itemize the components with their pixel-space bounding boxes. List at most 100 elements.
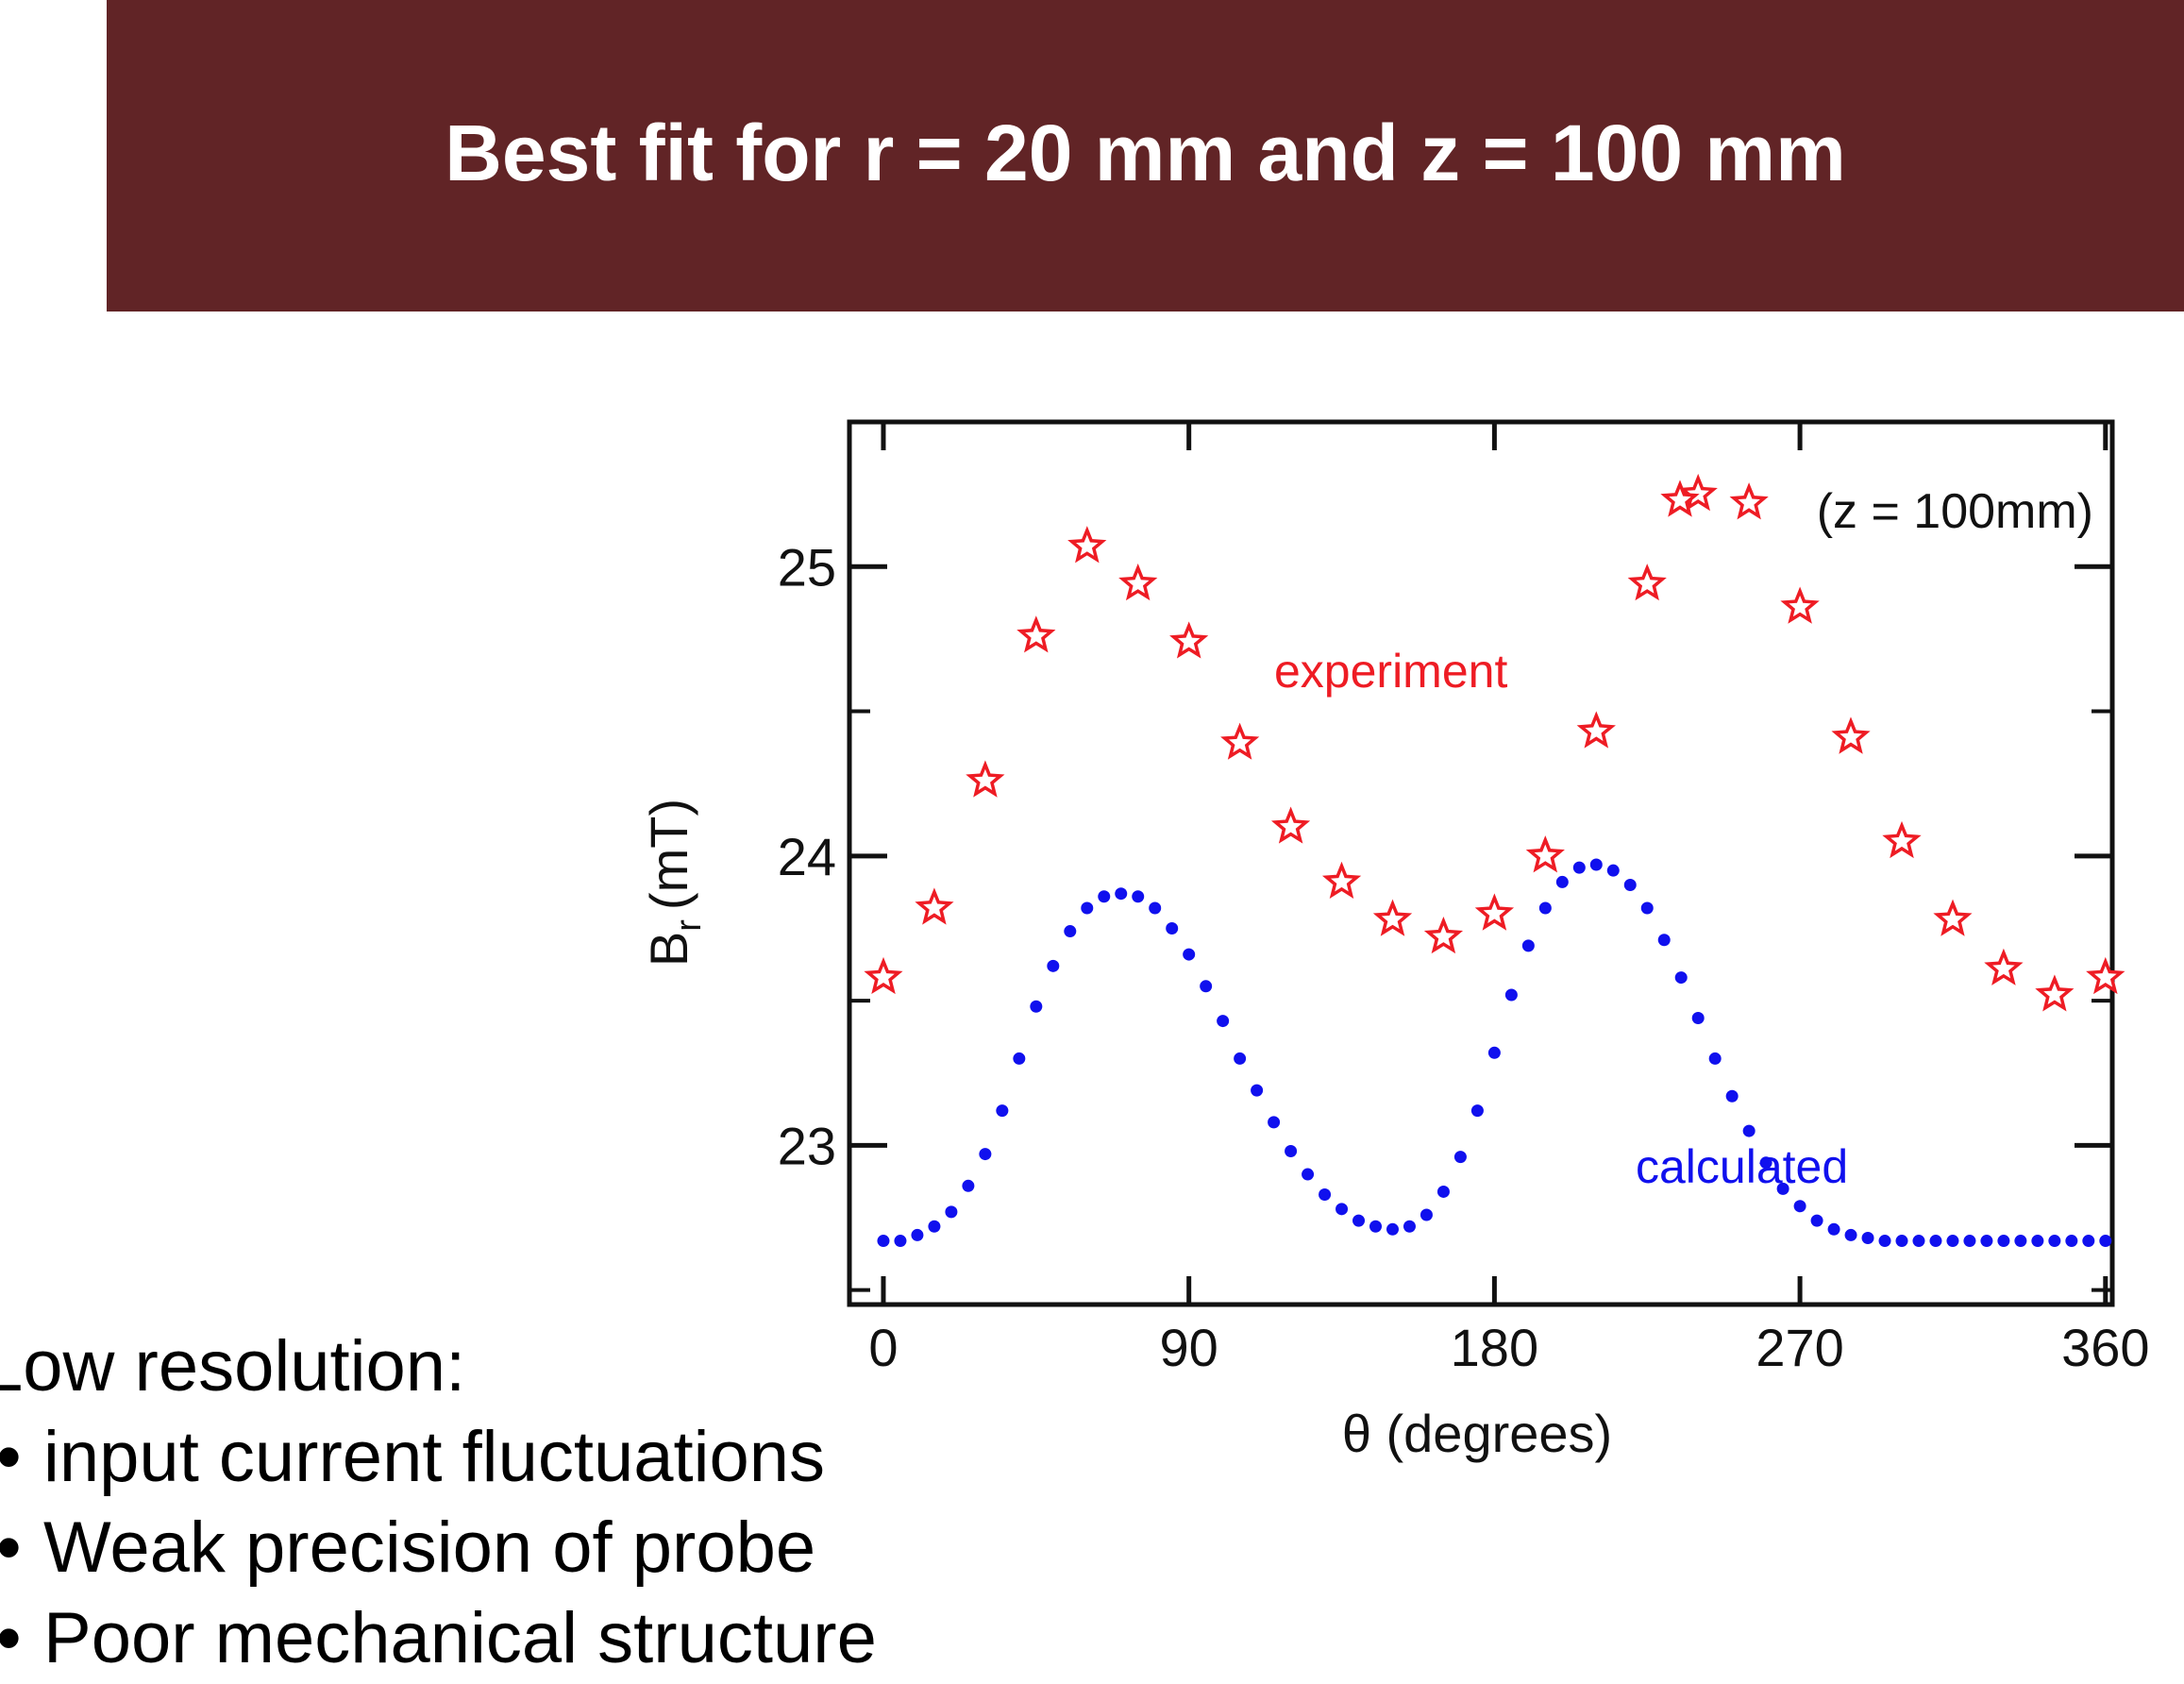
experiment-point xyxy=(1627,564,1667,601)
calculated-point xyxy=(1776,1182,1789,1195)
calculated-point xyxy=(1352,1214,1366,1227)
calculated-point xyxy=(911,1228,924,1241)
experiment-point xyxy=(1321,861,1362,900)
list-item: • Poor mechanical structure xyxy=(0,1593,877,1684)
x-tick-label: 0 xyxy=(868,1318,898,1377)
bullet-icon: • xyxy=(0,1503,22,1593)
list-item: • Weak precision of probe xyxy=(0,1503,877,1593)
experiment-point xyxy=(966,760,1005,798)
calculated-point xyxy=(1861,1231,1874,1244)
calculated-point xyxy=(1657,934,1671,947)
experiment-point xyxy=(1984,948,2024,985)
calculated-point xyxy=(1470,1104,1484,1118)
experiment-point xyxy=(864,956,903,995)
calculated-point xyxy=(962,1179,975,1192)
notes-heading: Low resolution: xyxy=(0,1326,466,1406)
experiment-point xyxy=(1882,820,1922,859)
list-item-text: Weak precision of probe xyxy=(43,1507,816,1588)
calculated-point xyxy=(1674,971,1688,985)
calculated-point xyxy=(2031,1235,2044,1248)
calculated-point xyxy=(1623,878,1637,891)
experiment-point xyxy=(915,887,954,925)
x-tick-label: 90 xyxy=(1160,1318,1218,1377)
experiment-point xyxy=(1525,835,1565,873)
chart-annotation: (z = 100mm) xyxy=(1817,484,2093,539)
calculated-point xyxy=(1572,861,1586,874)
experiment-point xyxy=(1678,473,1718,512)
experiment-point xyxy=(1169,621,1209,659)
calculated-point xyxy=(1810,1214,1823,1227)
bullet-icon: • xyxy=(0,1412,22,1503)
experiment-point xyxy=(1729,482,1769,520)
experiment-point xyxy=(1576,711,1616,749)
x-tick-label: 270 xyxy=(1756,1318,1843,1377)
calculated-point xyxy=(2014,1235,2027,1248)
calculated-point xyxy=(1319,1188,1332,1202)
calculated-point xyxy=(1166,921,1179,935)
experiment-point xyxy=(1118,564,1158,601)
list-item-text: input current fluctuations xyxy=(43,1417,826,1497)
notes-list: • input current fluctuations • Weak precis… xyxy=(0,1412,877,1684)
calculated-point xyxy=(1149,901,1162,915)
calculated-point xyxy=(1268,1116,1281,1129)
calculated-point xyxy=(945,1205,958,1219)
experiment-point xyxy=(2035,974,2075,1012)
notes-block: Low resolution: • input current fluctuati… xyxy=(0,1322,877,1684)
series-label-experiment: experiment xyxy=(1274,645,1507,698)
calculated-point xyxy=(1980,1235,1993,1248)
calculated-point xyxy=(1217,1015,1230,1028)
y-tick-label: 25 xyxy=(778,537,836,597)
calculated-point xyxy=(1436,1185,1450,1198)
y-axis-label-unit: (mT) xyxy=(639,799,698,910)
calculated-point xyxy=(1640,901,1654,915)
calculated-point xyxy=(1963,1235,1976,1248)
calculated-point xyxy=(1183,948,1196,961)
list-item-text: Poor mechanical structure xyxy=(43,1598,877,1678)
calculated-point xyxy=(1606,864,1620,877)
calculated-point xyxy=(1912,1235,1925,1248)
calculated-point xyxy=(2082,1235,2095,1248)
y-tick-label: 24 xyxy=(778,827,836,886)
experiment-point xyxy=(1933,899,1973,936)
calculated-point xyxy=(1132,890,1145,903)
calculated-point xyxy=(1538,901,1552,915)
experiment-point xyxy=(1016,615,1056,653)
list-item: • input current fluctuations xyxy=(0,1412,877,1503)
calculated-point xyxy=(1420,1208,1433,1221)
calculated-point xyxy=(1708,1052,1722,1065)
experiment-point xyxy=(1270,806,1311,844)
calculated-point xyxy=(1504,988,1518,1002)
experiment-point xyxy=(1220,722,1260,760)
x-axis-label: θ (degrees) xyxy=(1342,1404,1612,1463)
calculated-point xyxy=(1064,925,1077,938)
calculated-point xyxy=(1098,890,1111,903)
y-axis-label-sub: r xyxy=(669,919,709,932)
calculated-point xyxy=(1200,980,1213,993)
calculated-point xyxy=(979,1148,992,1161)
x-tick-label: 180 xyxy=(1451,1318,1538,1377)
calculated-point xyxy=(1234,1052,1247,1065)
legend-star-icon xyxy=(1660,480,1700,517)
experiment-point xyxy=(1474,893,1515,931)
experiment-point xyxy=(1423,917,1464,954)
calculated-point xyxy=(1453,1151,1467,1164)
calculated-point xyxy=(1115,887,1128,901)
experiment-point xyxy=(1067,526,1107,564)
calculated-point xyxy=(1403,1220,1416,1233)
experiment-point xyxy=(1372,899,1413,936)
x-tick-label: 360 xyxy=(2061,1318,2149,1377)
calculated-point xyxy=(2065,1235,2078,1248)
calculated-point xyxy=(1946,1235,1959,1248)
calculated-point xyxy=(1725,1089,1739,1103)
calculated-point xyxy=(1555,875,1569,888)
calculated-point xyxy=(1521,939,1535,952)
title-bar: Best fit for r = 20 mm and z = 100 mm xyxy=(107,0,2184,312)
slide-title: Best fit for r = 20 mm and z = 100 mm xyxy=(445,109,1846,197)
plot-frame xyxy=(847,419,2115,1307)
experiment-point xyxy=(1780,586,1820,624)
calculated-point xyxy=(1487,1046,1501,1059)
calculated-point xyxy=(1895,1235,1908,1248)
calculated-point xyxy=(1997,1235,2010,1248)
calculated-point xyxy=(1793,1200,1806,1213)
